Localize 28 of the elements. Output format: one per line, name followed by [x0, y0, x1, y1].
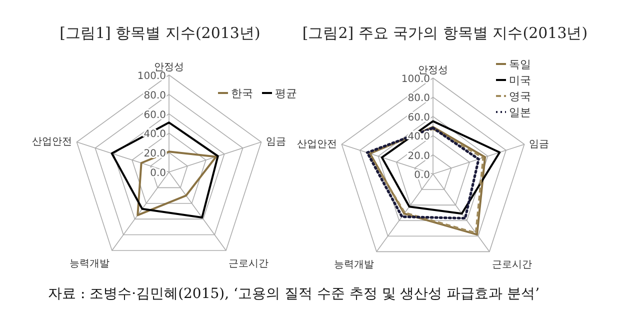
spoke-label: 산업안전	[32, 136, 72, 148]
legend-label: 영국	[509, 90, 531, 103]
chart-title: [그림2] 주요 국가의 항목별 지수(2013년)	[302, 24, 588, 42]
y-tick-label: 0.0	[414, 170, 430, 181]
legend-label: 독일	[509, 58, 531, 71]
spoke-label: 능력개발	[334, 260, 374, 271]
y-tick-label: 80.0	[408, 93, 430, 104]
legend-label: 평균	[275, 87, 297, 100]
y-tick-label: 100.0	[401, 74, 430, 85]
spoke-label: 안정성	[418, 65, 448, 76]
spoke-label: 근로시간	[228, 258, 268, 270]
legend-label: 한국	[231, 87, 253, 100]
y-tick-label: 60.0	[144, 110, 166, 121]
spoke-label: 안정성	[154, 62, 184, 73]
spoke-label: 능력개발	[70, 258, 110, 270]
chart-title: [그림1] 항목별 지수(2013년)	[60, 24, 260, 42]
text: 자료 : 조병수·김민혜(2015), ‘고용의 질적 수준 추정 및 생산성 파급효과 분석’	[48, 286, 540, 302]
spoke-label: 임금	[529, 138, 550, 150]
y-tick-label: 100.0	[137, 71, 166, 82]
y-tick-label: 0.0	[150, 168, 166, 179]
spoke-label: 근로시간	[492, 260, 532, 271]
y-tick-label: 80.0	[144, 90, 166, 102]
legend-label: 미국	[509, 74, 531, 87]
legend-label: 일본	[509, 106, 531, 119]
y-tick-label: 20.0	[408, 150, 430, 162]
y-tick-label: 60.0	[408, 112, 430, 124]
spoke-label: 산업안전	[296, 138, 337, 150]
spoke-label: 임금	[266, 136, 286, 148]
